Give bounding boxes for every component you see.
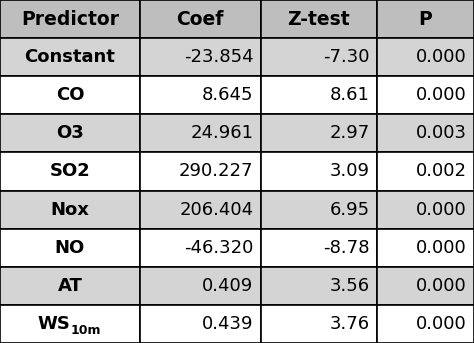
Text: Constant: Constant bbox=[25, 48, 115, 66]
Text: 0.000: 0.000 bbox=[416, 201, 467, 218]
Text: CO: CO bbox=[55, 86, 84, 104]
Bar bbox=[261, 114, 377, 152]
Text: 290.227: 290.227 bbox=[179, 163, 254, 180]
Text: Predictor: Predictor bbox=[21, 10, 119, 28]
Bar bbox=[0, 0, 140, 38]
Text: 0.003: 0.003 bbox=[416, 125, 467, 142]
Bar bbox=[261, 76, 377, 114]
Text: O3: O3 bbox=[56, 125, 84, 142]
Bar bbox=[0, 152, 140, 191]
Text: -7.30: -7.30 bbox=[323, 48, 370, 66]
Bar bbox=[0, 305, 140, 343]
Bar bbox=[377, 76, 474, 114]
Text: AT: AT bbox=[57, 277, 82, 295]
Bar bbox=[377, 152, 474, 191]
Bar bbox=[261, 152, 377, 191]
Text: 0.439: 0.439 bbox=[202, 315, 254, 333]
Bar bbox=[0, 229, 140, 267]
Bar bbox=[140, 267, 261, 305]
Bar bbox=[261, 0, 377, 38]
Bar bbox=[140, 229, 261, 267]
Text: Z-test: Z-test bbox=[287, 10, 350, 28]
Text: NO: NO bbox=[55, 239, 85, 257]
Bar bbox=[140, 305, 261, 343]
Text: 0.000: 0.000 bbox=[416, 86, 467, 104]
Text: 3.09: 3.09 bbox=[330, 163, 370, 180]
Bar bbox=[0, 114, 140, 152]
Bar bbox=[261, 229, 377, 267]
Bar bbox=[140, 38, 261, 76]
Bar bbox=[140, 191, 261, 229]
Text: 8.645: 8.645 bbox=[202, 86, 254, 104]
Text: SO2: SO2 bbox=[50, 163, 90, 180]
Text: 0.002: 0.002 bbox=[416, 163, 467, 180]
Bar bbox=[377, 38, 474, 76]
Text: 3.56: 3.56 bbox=[329, 277, 370, 295]
Text: 10m: 10m bbox=[70, 324, 101, 337]
Text: Coef: Coef bbox=[177, 10, 224, 28]
Text: 2.97: 2.97 bbox=[329, 125, 370, 142]
Text: 8.61: 8.61 bbox=[330, 86, 370, 104]
Text: 0.000: 0.000 bbox=[416, 277, 467, 295]
Text: P: P bbox=[419, 10, 432, 28]
Bar bbox=[377, 114, 474, 152]
Text: 206.404: 206.404 bbox=[180, 201, 254, 218]
Text: -46.320: -46.320 bbox=[184, 239, 254, 257]
Bar bbox=[377, 191, 474, 229]
Text: -23.854: -23.854 bbox=[184, 48, 254, 66]
Text: 0.000: 0.000 bbox=[416, 48, 467, 66]
Bar bbox=[377, 305, 474, 343]
Bar bbox=[140, 76, 261, 114]
Bar bbox=[140, 0, 261, 38]
Bar bbox=[377, 0, 474, 38]
Bar bbox=[0, 76, 140, 114]
Bar bbox=[140, 114, 261, 152]
Text: 24.961: 24.961 bbox=[191, 125, 254, 142]
Text: 0.409: 0.409 bbox=[202, 277, 254, 295]
Text: WS: WS bbox=[37, 315, 70, 333]
Bar bbox=[261, 191, 377, 229]
Bar bbox=[261, 305, 377, 343]
Bar bbox=[261, 38, 377, 76]
Text: 0.000: 0.000 bbox=[416, 239, 467, 257]
Bar bbox=[377, 229, 474, 267]
Bar bbox=[377, 267, 474, 305]
Text: 0.000: 0.000 bbox=[416, 315, 467, 333]
Bar bbox=[0, 38, 140, 76]
Text: 6.95: 6.95 bbox=[329, 201, 370, 218]
Bar bbox=[0, 191, 140, 229]
Bar bbox=[0, 267, 140, 305]
Bar bbox=[140, 152, 261, 191]
Bar bbox=[261, 267, 377, 305]
Text: 3.76: 3.76 bbox=[329, 315, 370, 333]
Text: -8.78: -8.78 bbox=[323, 239, 370, 257]
Text: Nox: Nox bbox=[50, 201, 90, 218]
